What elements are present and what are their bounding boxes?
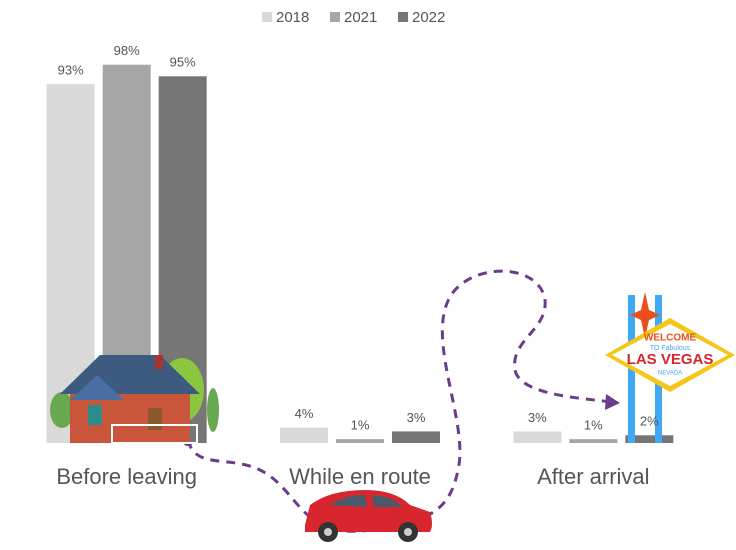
value-label: 3% xyxy=(407,410,426,425)
route-arrow xyxy=(605,394,620,410)
bar xyxy=(336,439,384,443)
legend-label: 2022 xyxy=(412,9,445,26)
x-tick-label: While en route xyxy=(289,464,431,489)
las-vegas-sign: WELCOME TO Fabulous LAS VEGAS NEVADA xyxy=(605,292,735,443)
legend-label: 2018 xyxy=(276,9,309,26)
legend-swatch xyxy=(398,12,408,22)
value-label: 1% xyxy=(351,418,370,433)
legend-label: 2021 xyxy=(344,9,377,26)
x-tick-label: After arrival xyxy=(537,464,649,489)
bar xyxy=(625,435,674,443)
bar xyxy=(280,427,328,443)
car xyxy=(305,490,432,542)
bar xyxy=(513,431,562,443)
value-label: 4% xyxy=(295,406,314,421)
sign-text: WELCOME xyxy=(644,333,697,344)
legend-swatch xyxy=(262,12,272,22)
value-label: 93% xyxy=(58,62,84,77)
house xyxy=(50,355,219,444)
x-tick-label: Before leaving xyxy=(56,464,197,489)
value-label: 3% xyxy=(528,410,547,425)
value-label: 1% xyxy=(584,418,603,433)
bar xyxy=(569,439,618,443)
sign-text: TO Fabulous xyxy=(650,345,691,352)
legend-swatch xyxy=(330,12,340,22)
bar xyxy=(392,431,440,443)
value-label: 2% xyxy=(640,414,659,429)
sign-text: NEVADA xyxy=(658,371,682,377)
value-label: 98% xyxy=(114,43,140,58)
sign-text: LAS VEGAS xyxy=(627,351,714,368)
value-label: 95% xyxy=(170,55,196,70)
route-path xyxy=(186,269,613,533)
